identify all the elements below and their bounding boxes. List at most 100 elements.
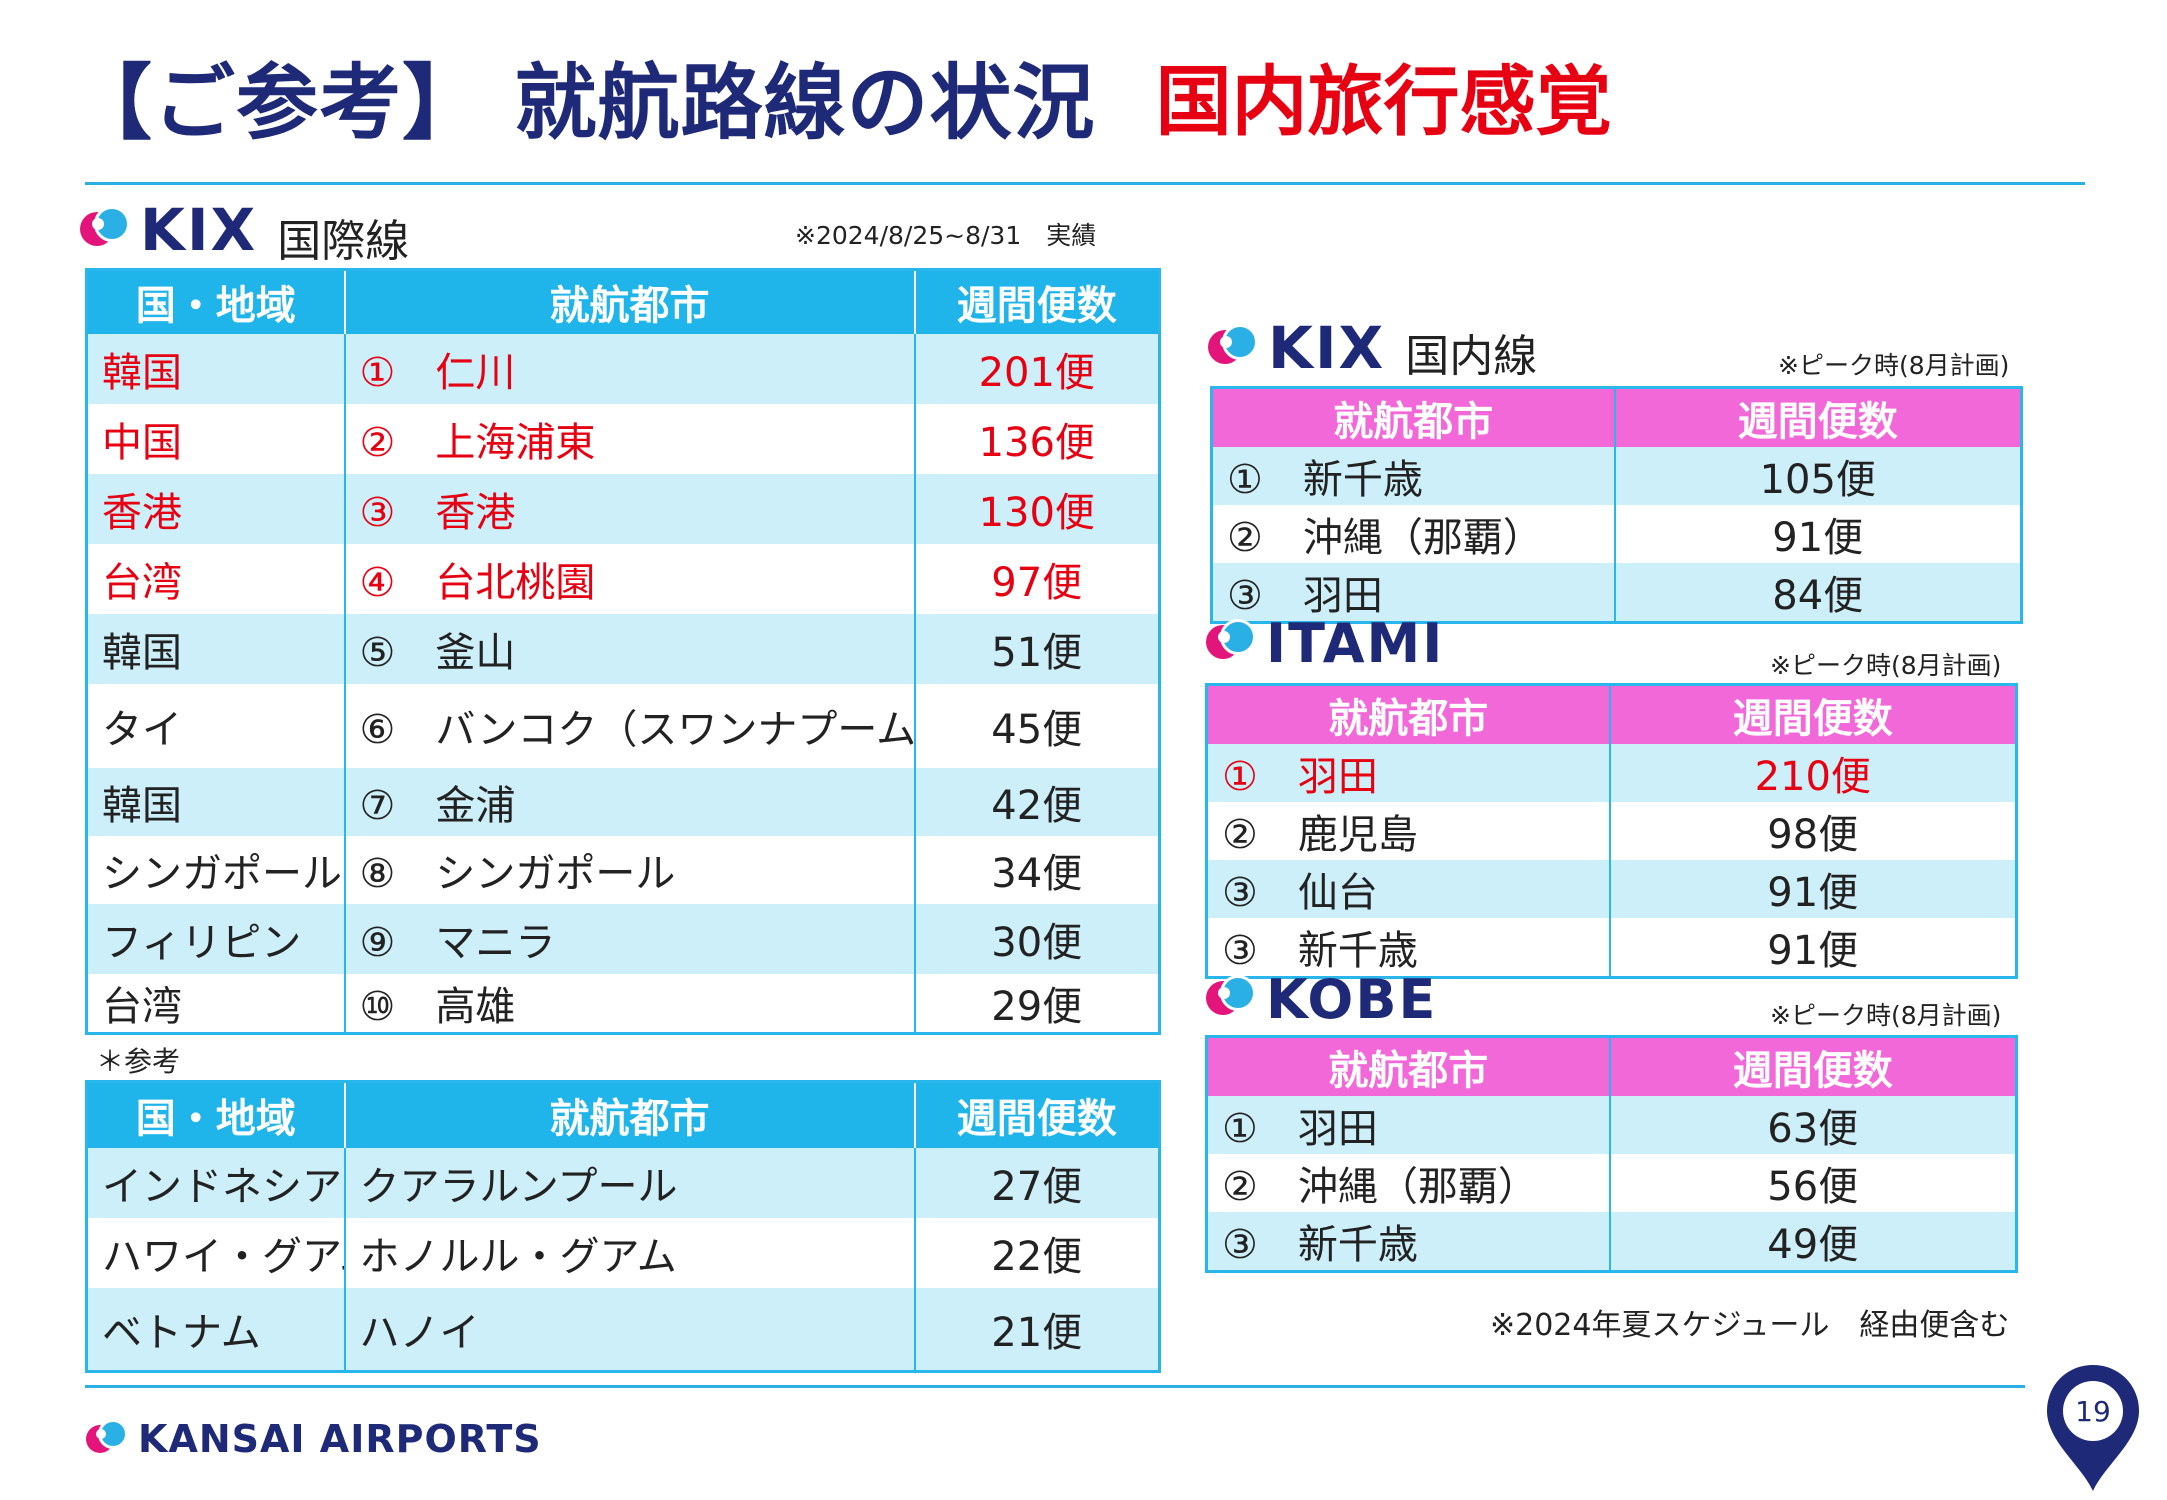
city-cell: ② 上海浦東 — [343, 403, 915, 474]
region-cell: ハワイ・グアム — [86, 1217, 345, 1288]
city-cell: ③ 羽田 — [1211, 563, 1615, 623]
city-cell: ② 鹿児島 — [1206, 802, 1610, 860]
table-row: ① 羽田 210便 — [1206, 744, 2017, 802]
table-row: ③ 新千歳 91便 — [1206, 918, 2017, 978]
table-row: ベトナム ハノイ 21便 — [86, 1287, 1160, 1372]
city-cell: ⑥ バンコク（スワンナプーム） — [343, 683, 915, 768]
itami-table: 就航都市 週間便数 ① 羽田 210便 ② 鹿児島 98便 ③ 仙台 91便 ③ 新千歳 91… — [1205, 683, 2018, 979]
flights-cell: 63便 — [1608, 1096, 2017, 1154]
table-row: 台湾 ⑩ 高雄 29便 — [86, 973, 1160, 1033]
title-divider — [85, 182, 2085, 185]
header-flights: 週間便数 — [913, 1081, 1160, 1148]
schedule-note: ※2024年夏スケジュール 経由便含む — [1490, 1308, 2010, 1343]
city-cell: ② 沖縄（那覇） — [1206, 1154, 1610, 1212]
kix-logo-text: KIX — [140, 196, 258, 264]
table-row: ② 沖縄（那覇） 91便 — [1211, 505, 2022, 563]
city-cell: ① 新千歳 — [1211, 447, 1615, 505]
kobe-table: 就航都市 週間便数 ① 羽田 63便 ② 沖縄（那覇） 56便 ③ 新千歳 49便 — [1205, 1035, 2018, 1273]
itami-note: ※ピーク時(8月計画) — [1770, 651, 2002, 680]
table-row: ③ 新千歳 49便 — [1206, 1212, 2017, 1272]
flights-cell: 42便 — [913, 767, 1160, 836]
table-row: ③ 仙台 91便 — [1206, 860, 2017, 918]
kobe-logo-text: KOBE — [1266, 967, 1438, 1031]
region-cell: タイ — [86, 683, 345, 768]
city-cell: ② 沖縄（那覇） — [1211, 505, 1615, 563]
flights-cell: 51便 — [913, 613, 1160, 684]
footer-brand-text: KANSAI AIRPORTS — [138, 1417, 542, 1461]
header-city: 就航都市 — [343, 1081, 915, 1148]
table-row: タイ ⑥ バンコク（スワンナプーム） 45便 — [86, 683, 1160, 768]
table-row: 韓国 ⑤ 釜山 51便 — [86, 613, 1160, 684]
city-cell: ⑩ 高雄 — [343, 973, 915, 1033]
region-cell: 台湾 — [86, 973, 345, 1033]
header-region: 国・地域 — [86, 269, 345, 334]
city-cell: ハノイ — [343, 1287, 915, 1372]
city-cell: ホノルル・グアム — [343, 1217, 915, 1288]
table-row: 韓国 ⑦ 金浦 42便 — [86, 767, 1160, 836]
kix-dom-note: ※ピーク時(8月計画) — [1778, 351, 2010, 380]
city-cell: ⑨ マニラ — [343, 903, 915, 974]
flights-cell: 56便 — [1608, 1154, 2017, 1212]
city-cell: ③ 新千歳 — [1206, 918, 1610, 978]
table-row: 台湾 ④ 台北桃園 97便 — [86, 543, 1160, 614]
flights-cell: 34便 — [913, 835, 1160, 904]
header-region: 国・地域 — [86, 1081, 345, 1148]
city-cell: ① 羽田 — [1206, 1096, 1610, 1154]
flights-cell: 136便 — [913, 403, 1160, 474]
reference-table: 国・地域 就航都市 週間便数 インドネシアクアラルンプール27便ハワイ・グアムホ… — [85, 1080, 1161, 1373]
flights-cell: 105便 — [1613, 447, 2022, 505]
table-header-row: 就航都市 週間便数 — [1211, 387, 2022, 447]
kix-dom-table: 就航都市 週間便数 ① 新千歳 105便 ② 沖縄（那覇） 91便 ③ 羽田 84便 — [1210, 386, 2023, 624]
page-title: 【ご参考】 就航路線の状況 国内旅行感覚 — [70, 40, 1612, 151]
table-row: シンガポール ⑧ シンガポール 34便 — [86, 835, 1160, 904]
region-cell: シンガポール — [86, 835, 345, 904]
itami-logo: ITAMI — [1206, 611, 1445, 675]
table-row: ② 鹿児島 98便 — [1206, 802, 2017, 860]
region-cell: 韓国 — [86, 767, 345, 836]
region-cell: 中国 — [86, 403, 345, 474]
flights-cell: 91便 — [1608, 860, 2017, 918]
city-cell: ⑧ シンガポール — [343, 835, 915, 904]
table-row: ② 沖縄（那覇） 56便 — [1206, 1154, 2017, 1212]
header-flights: 週間便数 — [1608, 684, 2017, 744]
table-header-row: 国・地域 就航都市 週間便数 — [86, 1081, 1160, 1148]
flights-cell: 210便 — [1608, 744, 2017, 802]
flights-cell: 84便 — [1613, 563, 2022, 623]
table-row: ① 羽田 63便 — [1206, 1096, 2017, 1154]
table-row: インドネシア クアラルンプール 27便 — [86, 1147, 1160, 1218]
region-cell: インドネシア — [86, 1147, 345, 1218]
itami-logo-text: ITAMI — [1266, 611, 1445, 675]
header-flights: 週間便数 — [1613, 387, 2022, 447]
flights-cell: 97便 — [913, 543, 1160, 614]
flights-cell: 29便 — [913, 973, 1160, 1033]
kobe-logo-mark-icon — [1206, 975, 1256, 1023]
kix-logo-text: KIX — [1268, 314, 1386, 382]
city-cell: ③ 新千歳 — [1206, 1212, 1610, 1272]
flights-cell: 27便 — [913, 1147, 1160, 1218]
city-cell: ④ 台北桃園 — [343, 543, 915, 614]
region-cell: ベトナム — [86, 1287, 345, 1372]
header-flights: 週間便数 — [1608, 1036, 2017, 1096]
reference-label: ＊参考 — [96, 1045, 181, 1078]
kix-intl-note: ※2024/8/25~8/31 実績 — [795, 221, 1097, 250]
flights-cell: 91便 — [1608, 918, 2017, 978]
city-cell: ⑦ 金浦 — [343, 767, 915, 836]
kobe-note: ※ピーク時(8月計画) — [1770, 1001, 2002, 1030]
kix-logo-mark-icon — [1208, 324, 1258, 372]
header-city: 就航都市 — [1206, 684, 1610, 744]
flights-cell: 201便 — [913, 333, 1160, 404]
footer-brand-logo: KANSAI AIRPORTS — [86, 1414, 542, 1464]
table-row: 韓国 ① 仁川 201便 — [86, 333, 1160, 404]
city-cell: ① 仁川 — [343, 333, 915, 404]
region-cell: フィリピン — [86, 903, 345, 974]
title-accent: 国内旅行感覚 — [1155, 57, 1612, 146]
header-flights: 週間便数 — [913, 269, 1160, 334]
kix-intl-subtitle: 国際線 — [277, 216, 410, 267]
table-header-row: 国・地域 就航都市 週間便数 — [86, 269, 1160, 334]
kix-dom-logo: KIX 国内線 — [1208, 314, 1537, 382]
header-city: 就航都市 — [1211, 387, 1615, 447]
kix-intl-table: 国・地域 就航都市 週間便数 韓国 ① 仁川 201便 中国 ② 上海浦東 136便 香港 ③… — [85, 268, 1161, 1035]
flights-cell: 130便 — [913, 473, 1160, 544]
kix-intl-logo: KIX 国際線 — [80, 196, 409, 267]
